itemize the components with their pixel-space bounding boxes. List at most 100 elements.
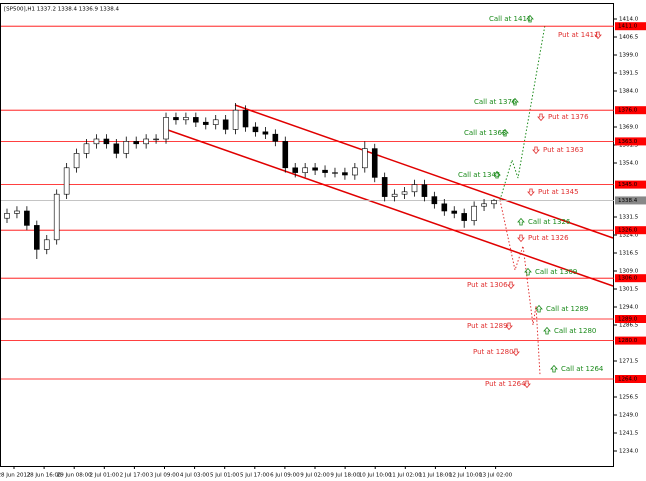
level-box [615, 315, 646, 323]
y-tick-label: 1309.0 [619, 269, 639, 275]
candle-body [103, 138, 110, 145]
call-annotation: Call at 1326 [528, 218, 571, 226]
put-annotation: Put at 1289 [467, 322, 508, 330]
candle-body [153, 138, 159, 141]
x-tick-label: 28 Jun 2012 [0, 473, 31, 479]
candle-body [53, 193, 60, 241]
candle-body [63, 167, 70, 195]
call-annotation: Call at 1345 [458, 171, 500, 179]
level-label: 1280.0 [618, 338, 638, 344]
call-annotation: Call at 1289 [546, 305, 588, 313]
put-annotation: Put at 1306 [467, 281, 508, 289]
y-tick-label: 1294.0 [619, 305, 639, 311]
y-tick-label: 1369.0 [619, 125, 639, 131]
candle-body [163, 117, 169, 140]
call-annotation: Call at 1363 [464, 129, 506, 137]
x-tick-label: 13 Jul 02:00 [479, 473, 512, 479]
put-arrow [512, 348, 520, 357]
put-arrow [537, 113, 545, 122]
candle-body [222, 119, 229, 130]
candle-body [143, 138, 149, 145]
call-annotation: Call at 1309 [535, 268, 577, 276]
y-tick-label: 1301.5 [619, 287, 639, 293]
level-box [615, 180, 646, 189]
put-annotation: Put at 1280 [473, 348, 514, 356]
y-tick-label: 1399.0 [619, 53, 639, 59]
x-tick-label: 29 Jun 08:00 [57, 473, 92, 479]
candle-body [14, 210, 20, 214]
candle-body [481, 203, 487, 207]
x-tick-label: 28 Jun 16:00 [27, 473, 62, 479]
channel-lower [164, 128, 614, 287]
level-label: 1363.0 [618, 139, 638, 145]
put-arrow [594, 31, 602, 40]
put-annotation: Put at 1326 [528, 234, 569, 242]
put-projection [499, 199, 541, 376]
candle-body [282, 141, 289, 169]
y-tick-label: 1316.5 [619, 251, 639, 257]
y-tick-label: 1256.5 [619, 395, 639, 401]
put-annotation: Put at 1376 [548, 113, 589, 121]
candle-body [312, 167, 318, 171]
call-arrow [524, 267, 532, 276]
call-annotation: Call at 1411 [489, 15, 531, 23]
x-tick-label: 12 Jul 10:00 [449, 473, 482, 479]
level-box [615, 375, 646, 383]
put-annotation: Put at 1345 [538, 188, 579, 196]
level-label: 1264.0 [618, 377, 638, 383]
put-annotation: Put at 1264 [485, 380, 526, 388]
level-label: 1326.0 [618, 228, 638, 234]
put-arrow [527, 188, 535, 197]
y-tick-label: 1331.5 [619, 215, 639, 221]
candle-body [342, 172, 348, 176]
x-tick-label: 2 Jul 01:00 [90, 473, 120, 479]
candle-body [352, 167, 358, 176]
y-tick-label: 1241.5 [619, 431, 639, 437]
y-tick-label: 1324.0 [619, 233, 639, 239]
x-tick-label: 4 Jul 03:00 [180, 473, 210, 479]
candle-body [43, 239, 50, 250]
candle-body [212, 119, 219, 125]
y-tick-label: 1354.0 [619, 161, 639, 167]
call-arrow [511, 97, 519, 106]
call-annotation: Call at 1376 [474, 98, 517, 106]
level-box [615, 226, 646, 235]
y-tick-label: 1414.0 [619, 17, 639, 23]
candle-body [451, 210, 458, 214]
level-box [615, 274, 646, 283]
candle-body [93, 138, 100, 145]
candle-body [183, 117, 189, 121]
x-tick-label: 9 Jul 02:00 [300, 473, 330, 479]
put-annotation: Put at 1363 [543, 146, 584, 154]
x-tick-label: 5 Jul 17:00 [240, 473, 270, 479]
call-arrow [517, 217, 525, 226]
chart-title: [SP500],H1 1337.2 1338.4 1336.9 1338.4 [4, 7, 119, 13]
call-arrow [535, 304, 543, 313]
candle-body [491, 200, 497, 205]
candle-body [193, 117, 199, 123]
current-price-label: 1338.4 [618, 198, 638, 204]
candle-body [232, 109, 239, 130]
put-annotation: Put at 1411 [558, 31, 599, 39]
put-arrow [507, 281, 515, 290]
level-box [615, 106, 646, 115]
candle-body [322, 169, 328, 173]
candle-body [381, 177, 388, 197]
level-label: 1411.0 [618, 24, 638, 30]
level-box [615, 336, 646, 345]
x-tick-label: 6 Jul 09:00 [270, 473, 300, 479]
x-tick-label: 2 Jul 17:00 [120, 473, 150, 479]
candle-body [292, 167, 299, 173]
candle-body [302, 167, 308, 173]
candle-body [272, 133, 279, 142]
candle-body [371, 148, 378, 178]
y-tick-label: 1234.0 [619, 449, 639, 455]
candle-body [173, 117, 179, 121]
call-arrow [493, 170, 501, 179]
call-annotation: Call at 1280 [554, 327, 596, 335]
x-tick-label: 11 Jul 02:00 [389, 473, 422, 479]
put-arrow [505, 322, 513, 331]
y-tick-label: 1249.0 [619, 413, 639, 419]
call-arrow [501, 128, 509, 137]
level-label: 1345.0 [618, 182, 638, 188]
